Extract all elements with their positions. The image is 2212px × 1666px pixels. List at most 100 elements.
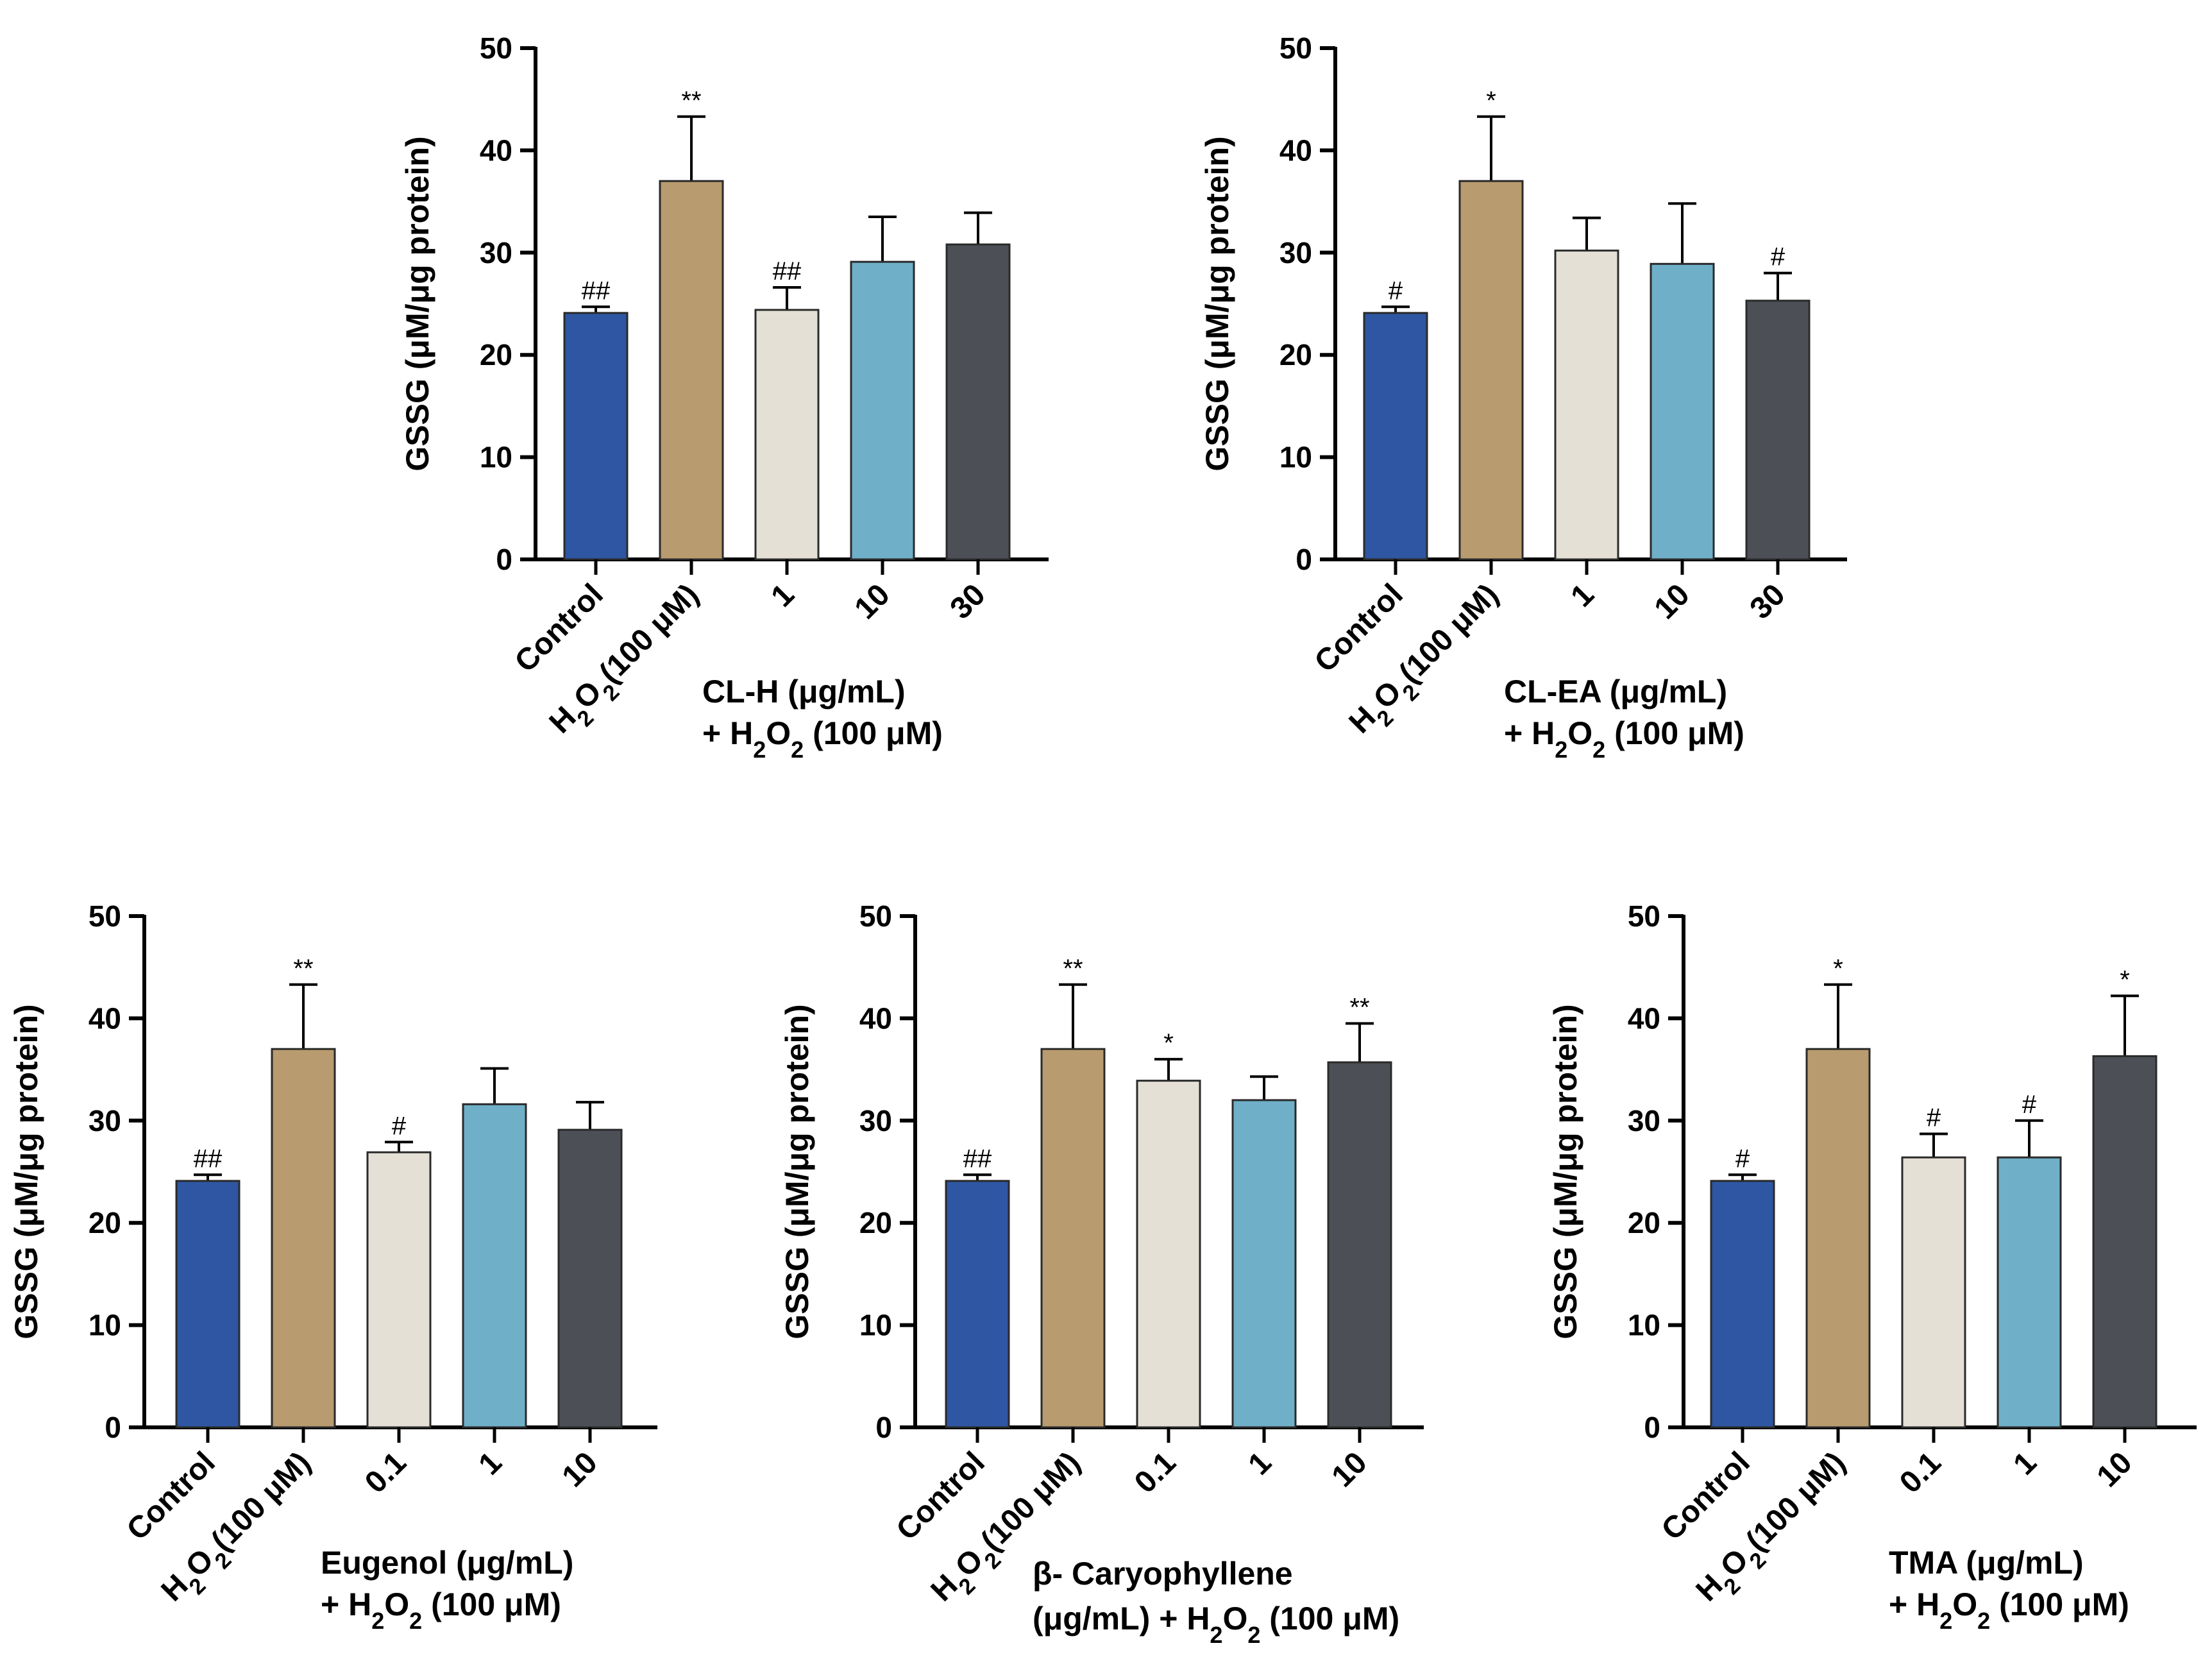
y-tick-label: 40 bbox=[859, 1001, 892, 1035]
significance-mark: # bbox=[1927, 1104, 1941, 1132]
y-tick-label: 50 bbox=[480, 31, 512, 65]
bar-tma-0 bbox=[1710, 1180, 1775, 1429]
y-tick-label: 30 bbox=[89, 1104, 121, 1137]
group-label-line: CL-EA (μg/mL) bbox=[1504, 674, 1727, 710]
group-label-line: + H2O2 (100 μM) bbox=[1504, 715, 1744, 763]
bar-caryophyllene-1 bbox=[1040, 1048, 1106, 1429]
bar-eugenol-1 bbox=[271, 1048, 336, 1429]
y-tick-label: 40 bbox=[89, 1001, 121, 1035]
x-category-label: 30 bbox=[944, 577, 992, 625]
x-category-label: 0.1 bbox=[359, 1445, 413, 1500]
bar-cl-h-2 bbox=[754, 309, 820, 561]
y-axis-title: GSSG (μM/μg protein) bbox=[1548, 1004, 1583, 1339]
y-tick-label: 30 bbox=[859, 1104, 892, 1137]
x-category-label: 10 bbox=[1648, 577, 1696, 625]
x-category-label: 1 bbox=[2007, 1445, 2043, 1481]
y-tick-label: 0 bbox=[105, 1411, 121, 1444]
bar-eugenol-4 bbox=[557, 1128, 623, 1429]
bar-caryophyllene-0 bbox=[945, 1180, 1010, 1429]
x-category-label: 30 bbox=[1744, 577, 1792, 625]
x-category-label: 10 bbox=[848, 577, 897, 625]
x-category-label: 1 bbox=[764, 577, 800, 613]
group-label-line: β- Caryophyllene bbox=[1033, 1556, 1293, 1592]
bar-cl-h-1 bbox=[659, 180, 724, 561]
bar-cl-ea-3 bbox=[1650, 262, 1715, 561]
significance-mark: ** bbox=[1063, 955, 1083, 983]
significance-mark: * bbox=[2120, 965, 2130, 994]
y-axis-title: GSSG (μM/μg protein) bbox=[400, 136, 435, 471]
significance-mark: * bbox=[1833, 955, 1843, 983]
bar-tma-2 bbox=[1901, 1156, 1966, 1429]
y-axis-title: GSSG (μM/μg protein) bbox=[779, 1004, 815, 1339]
bar-cl-ea-0 bbox=[1363, 312, 1428, 561]
bar-cl-ea-1 bbox=[1458, 180, 1524, 561]
significance-mark: ** bbox=[681, 87, 701, 115]
significance-mark: ## bbox=[194, 1144, 223, 1173]
significance-mark: # bbox=[1771, 243, 1786, 271]
y-tick-label: 50 bbox=[1279, 31, 1312, 65]
bar-cl-h-3 bbox=[850, 260, 915, 561]
y-tick-label: 20 bbox=[89, 1206, 121, 1239]
y-tick-label: 0 bbox=[1296, 543, 1312, 576]
y-tick-label: 10 bbox=[480, 441, 512, 474]
bar-tma-1 bbox=[1805, 1048, 1871, 1429]
y-axis-title: GSSG (μM/μg protein) bbox=[8, 1004, 44, 1339]
y-tick-label: 0 bbox=[1644, 1411, 1660, 1444]
y-tick-label: 10 bbox=[1279, 441, 1312, 474]
bar-cl-ea-2 bbox=[1554, 250, 1619, 561]
group-label-line: + H2O2 (100 μM) bbox=[1889, 1586, 2129, 1634]
x-category-label: 1 bbox=[1564, 577, 1600, 613]
significance-mark: ## bbox=[582, 276, 611, 305]
y-tick-label: 50 bbox=[89, 899, 121, 933]
group-label-line: Eugenol (μg/mL) bbox=[321, 1545, 573, 1581]
significance-mark: # bbox=[1735, 1144, 1750, 1173]
y-tick-label: 10 bbox=[859, 1309, 892, 1342]
y-tick-label: 50 bbox=[859, 899, 892, 933]
y-tick-label: 0 bbox=[875, 1411, 892, 1444]
bar-eugenol-3 bbox=[462, 1103, 527, 1429]
significance-mark: ** bbox=[293, 955, 313, 983]
significance-mark: # bbox=[2022, 1091, 2037, 1119]
bar-cl-h-4 bbox=[945, 243, 1011, 561]
x-category-label: 1 bbox=[1242, 1445, 1278, 1481]
significance-mark: * bbox=[1486, 87, 1496, 115]
significance-mark: ** bbox=[1349, 993, 1369, 1021]
y-tick-label: 0 bbox=[496, 543, 512, 576]
significance-mark: # bbox=[392, 1112, 407, 1140]
y-tick-label: 40 bbox=[480, 133, 512, 167]
x-category-label: 0.1 bbox=[1893, 1445, 1948, 1500]
y-tick-label: 10 bbox=[89, 1309, 121, 1342]
y-tick-label: 30 bbox=[1628, 1104, 1660, 1137]
y-tick-label: 40 bbox=[1279, 133, 1312, 167]
group-label-line: + H2O2 (100 μM) bbox=[702, 715, 943, 763]
bar-tma-4 bbox=[2092, 1055, 2157, 1429]
bar-cl-ea-4 bbox=[1745, 300, 1811, 561]
y-tick-label: 20 bbox=[1628, 1206, 1660, 1239]
y-tick-label: 20 bbox=[480, 338, 512, 371]
x-category-label: 1 bbox=[472, 1445, 508, 1481]
bar-caryophyllene-2 bbox=[1136, 1080, 1201, 1429]
x-category-label: 10 bbox=[1326, 1445, 1374, 1493]
y-tick-label: 20 bbox=[859, 1206, 892, 1239]
y-tick-label: 20 bbox=[1279, 338, 1312, 371]
x-category-label: 10 bbox=[2091, 1445, 2139, 1493]
significance-mark: * bbox=[1163, 1029, 1174, 1057]
y-tick-label: 30 bbox=[1279, 236, 1312, 269]
bar-caryophyllene-3 bbox=[1231, 1099, 1297, 1429]
group-label-line: CL-H (μg/mL) bbox=[702, 674, 906, 710]
bar-eugenol-0 bbox=[175, 1180, 241, 1429]
y-tick-label: 40 bbox=[1628, 1001, 1660, 1035]
significance-mark: ## bbox=[773, 257, 802, 285]
y-tick-label: 50 bbox=[1628, 899, 1660, 933]
significance-mark: # bbox=[1389, 276, 1403, 305]
group-label-line: TMA (μg/mL) bbox=[1889, 1545, 2084, 1581]
group-label-line: (μg/mL) + H2O2 (100 μM) bbox=[1033, 1601, 1399, 1648]
bar-tma-3 bbox=[1997, 1156, 2062, 1429]
bar-caryophyllene-4 bbox=[1327, 1061, 1392, 1429]
